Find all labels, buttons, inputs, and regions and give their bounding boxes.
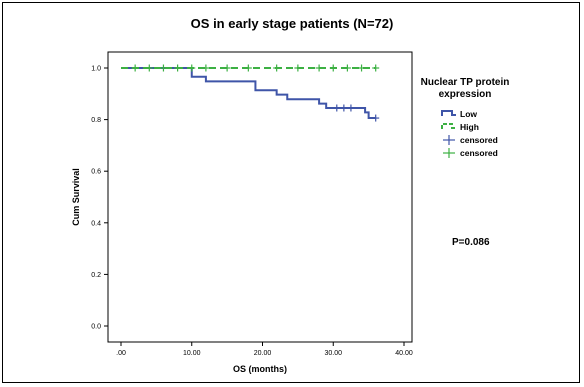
y-tick-label: 0.6 [91,169,101,176]
censor-mark-high [358,64,366,72]
annotations: P=0.086 [452,237,490,248]
y-tick-label: 0.2 [91,272,101,279]
censor-mark-high [188,64,196,72]
x-axis-title: OS (months) [233,364,287,374]
legend-label: censored [460,148,498,158]
censor-mark-high [159,64,167,72]
y-tick-label: 0.0 [91,324,101,331]
legend-label: censored [460,135,498,145]
chart-frame [2,2,580,383]
censor-mark-low [340,104,348,112]
series-layer [121,64,380,122]
p-value-annotation: P=0.086 [452,237,490,248]
censor-mark-high [343,64,351,72]
legend-item-0: Low [441,109,477,119]
survival-curve-low [121,67,376,120]
legend-title-line-1: Nuclear TP protein [421,77,510,88]
legend-label: Low [460,109,477,119]
x-tick-label: 30.00 [324,350,342,357]
x-tick-label: 40.00 [395,350,413,357]
censor-mark-high [315,64,323,72]
series-low [121,67,380,122]
x-tick-label: 20.00 [254,350,272,357]
legend-title-line-2: expression [439,89,492,100]
y-axis-title: Cum Survival [71,168,81,226]
censor-mark-high [145,64,153,72]
y-tick-label: 0.8 [91,117,101,124]
legend-item-3: censored [443,148,498,158]
legend-item-1: High [441,122,479,132]
plot-area [107,51,413,343]
censor-mark-low [347,104,355,112]
censor-mark-high [131,64,139,72]
series-high [121,64,380,72]
chart-title: OS in early stage patients (N=72) [190,16,394,31]
y-tick-label: 1.0 [91,66,101,73]
y-tick-label: 0.4 [91,220,101,227]
censor-mark-high [244,64,252,72]
legend-swatch-low [441,110,456,116]
censor-mark-high [372,64,380,72]
x-tick-label: .00 [116,350,126,357]
censor-mark-high [223,64,231,72]
x-tick-label: 10.00 [183,350,201,357]
censor-mark-high [273,64,281,72]
censor-mark-low [333,104,341,112]
legend-swatch-high [441,123,456,129]
censor-mark-high [174,64,182,72]
axes: 0.0 0.2 0.4 0.6 0.8 1.0 .00 10.00 20.00 30.00 40.0… [71,51,413,374]
censor-mark-high [329,64,337,72]
censor-mark-high [294,64,302,72]
censor-mark-high [202,64,210,72]
legend-item-2: censored [443,135,498,145]
censor-mark-low [372,114,380,122]
legend-label: High [460,122,479,132]
